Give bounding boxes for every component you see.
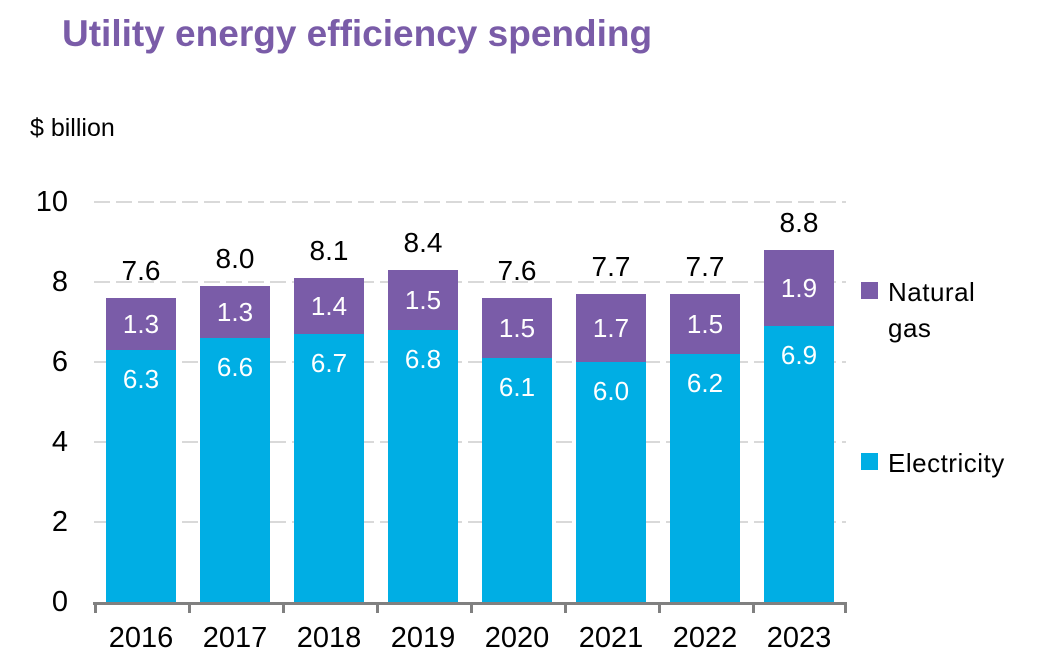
electricity-value-label: 6.2 — [686, 368, 724, 398]
electricity-segment — [764, 326, 834, 602]
electricity-value-label: 6.1 — [498, 372, 536, 402]
electricity-value-label: 6.6 — [216, 352, 254, 382]
total-value-label: 7.7 — [591, 251, 631, 282]
x-axis-tick — [188, 602, 191, 613]
total-value-label: 7.6 — [497, 255, 537, 286]
electricity-segment — [482, 358, 552, 602]
electricity-segment — [670, 354, 740, 602]
y-axis-tick-label: 0 — [51, 586, 68, 618]
natural-gas-value-label: 1.3 — [216, 297, 254, 327]
natural-gas-value-label: 1.5 — [404, 285, 442, 315]
natural-gas-segment — [106, 298, 176, 350]
x-axis-category-label: 2020 — [484, 622, 550, 654]
total-value-label: 8.1 — [309, 235, 349, 266]
electricity-segment — [200, 338, 270, 602]
x-axis-category-label: 2023 — [766, 622, 832, 654]
natural-gas-segment — [764, 250, 834, 326]
x-axis-tick — [94, 602, 97, 613]
legend-item-natural-gas: Natural gas — [861, 274, 993, 346]
x-axis-tick — [564, 602, 567, 613]
page-title: Utility energy efficiency spending — [62, 13, 653, 54]
gridline — [94, 281, 846, 283]
total-value-label: 8.8 — [779, 207, 819, 238]
x-axis-category-label: 2022 — [672, 622, 738, 654]
x-axis-category-label: 2019 — [390, 622, 456, 654]
total-value-label: 8.0 — [215, 243, 255, 274]
electricity-segment — [106, 350, 176, 602]
electricity-value-label: 6.8 — [404, 344, 442, 374]
electricity-segment — [294, 334, 364, 602]
electricity-value-label: 6.9 — [780, 340, 818, 370]
y-axis-tick-label: 6 — [51, 346, 68, 378]
legend-label-natural-gas: Natural gas — [888, 277, 976, 343]
electricity-segment — [388, 330, 458, 602]
natural-gas-value-label: 1.9 — [780, 273, 818, 303]
electricity-value-label: 6.7 — [310, 348, 348, 378]
natural-gas-value-label: 1.3 — [122, 309, 160, 339]
y-axis-tick-label: 8 — [51, 266, 68, 298]
x-axis-tick — [282, 602, 285, 613]
x-axis-category-label: 2018 — [296, 622, 362, 654]
gridline — [94, 441, 846, 443]
y-axis-tick-label: 10 — [35, 186, 68, 218]
natural-gas-segment — [200, 286, 270, 338]
electricity-segment — [576, 362, 646, 602]
x-axis-tick — [658, 602, 661, 613]
y-axis-units-label: $ billion — [30, 114, 115, 142]
total-value-label: 8.4 — [403, 227, 443, 258]
gridline — [94, 361, 846, 363]
electricity-value-label: 6.3 — [122, 364, 160, 394]
total-value-label: 7.7 — [685, 251, 725, 282]
electricity-swatch-icon — [861, 453, 878, 470]
gridline — [94, 201, 846, 203]
natural-gas-segment — [388, 270, 458, 330]
natural-gas-segment — [294, 278, 364, 334]
x-axis-tick — [752, 602, 755, 613]
legend: Natural gas Electricity — [861, 0, 1040, 668]
natural-gas-value-label: 1.5 — [686, 309, 724, 339]
x-axis-category-label: 2016 — [108, 622, 174, 654]
x-axis-tick — [470, 602, 473, 613]
natural-gas-value-label: 1.4 — [310, 291, 348, 321]
x-axis-category-label: 2017 — [202, 622, 268, 654]
y-axis-tick-label: 2 — [51, 506, 68, 538]
natural-gas-value-label: 1.5 — [498, 313, 536, 343]
x-axis-tick — [376, 602, 379, 613]
natural-gas-segment — [482, 298, 552, 358]
x-axis-tick — [844, 602, 847, 613]
electricity-value-label: 6.0 — [592, 376, 630, 406]
legend-item-electricity: Electricity — [861, 445, 1040, 481]
natural-gas-segment — [670, 294, 740, 354]
natural-gas-segment — [576, 294, 646, 362]
x-axis-line — [93, 602, 847, 605]
x-axis-category-label: 2021 — [578, 622, 644, 654]
gridline — [94, 521, 846, 523]
natural-gas-swatch-icon — [861, 282, 878, 299]
y-axis-tick-label: 4 — [51, 426, 68, 458]
legend-label-electricity: Electricity — [888, 448, 1005, 478]
total-value-label: 7.6 — [121, 255, 161, 286]
natural-gas-value-label: 1.7 — [592, 313, 630, 343]
